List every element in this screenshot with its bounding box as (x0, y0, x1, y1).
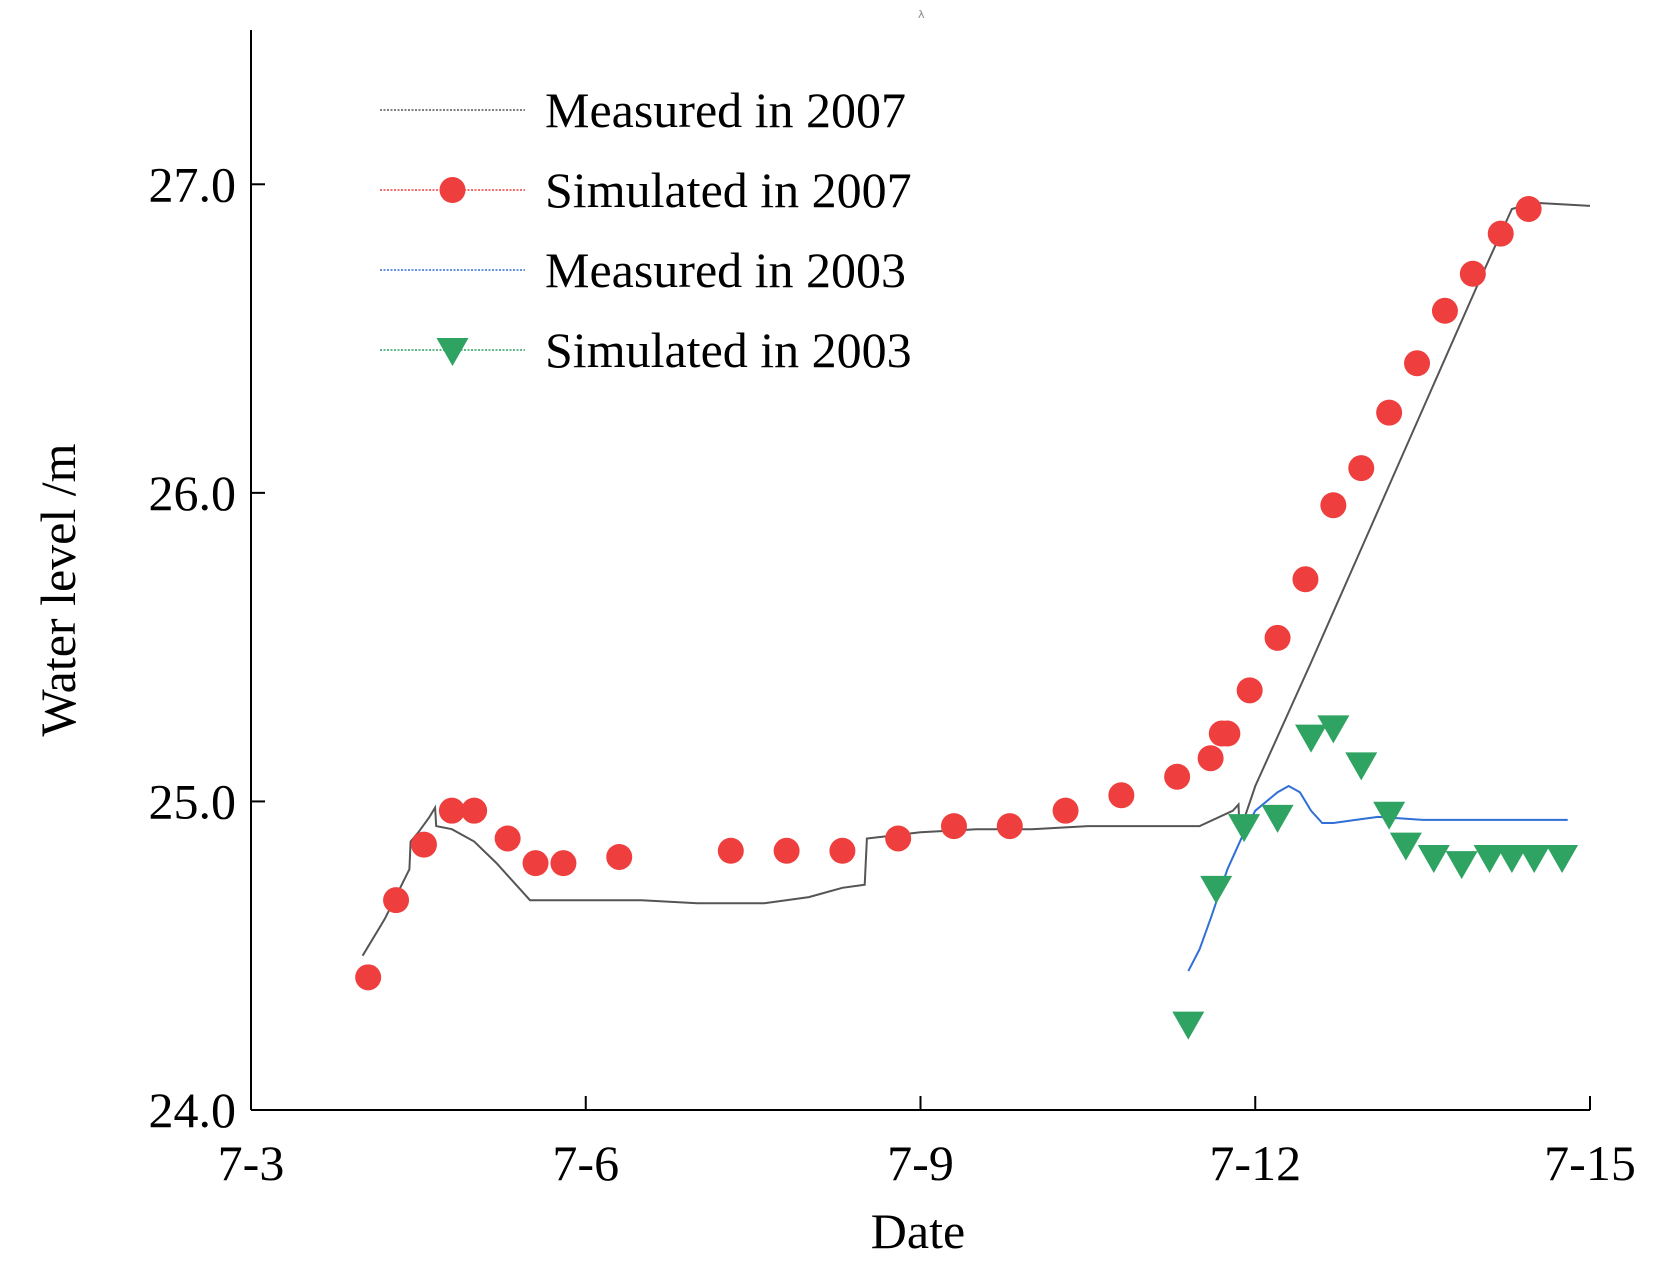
legend-swatch-marker (439, 177, 466, 203)
data-point (1373, 801, 1406, 830)
data-point (1487, 220, 1514, 247)
legend-label: Measured in 2007 (545, 82, 906, 138)
legend-item: Simulated in 2007 (380, 162, 912, 218)
legend-item: Measured in 2003 (380, 242, 906, 298)
data-point (1320, 492, 1347, 519)
data-point (885, 825, 912, 852)
data-point (1052, 797, 1079, 824)
data-point (1108, 782, 1135, 809)
data-point (829, 837, 856, 864)
data-point (550, 850, 577, 877)
data-point (1261, 804, 1294, 833)
data-point (1459, 260, 1486, 287)
series-0 (361, 201, 1591, 957)
y-tick-label: 26.0 (149, 465, 237, 521)
x-tick-label: 7-3 (218, 1135, 285, 1191)
data-point (996, 813, 1023, 840)
data-point (1515, 195, 1542, 222)
legend-swatch-marker (436, 338, 469, 366)
data-point (606, 843, 633, 870)
data-point (1495, 844, 1528, 873)
data-point (1546, 844, 1579, 873)
data-point (383, 887, 410, 914)
legend-label: Measured in 2003 (545, 242, 906, 298)
series-layer (355, 195, 1591, 1040)
data-point (1473, 844, 1506, 873)
data-point (410, 831, 437, 858)
x-tick-label: 7-9 (887, 1135, 954, 1191)
data-point (438, 797, 465, 824)
data-point (1389, 832, 1422, 861)
data-point (1292, 566, 1319, 593)
x-ticks: 7-3 7-6 7-9 7-12 7-15 (218, 1096, 1636, 1191)
series-3 (1172, 715, 1579, 1040)
data-point (1214, 720, 1241, 747)
data-point (717, 837, 744, 864)
data-point (1417, 844, 1450, 873)
data-point (940, 813, 967, 840)
data-point (494, 825, 521, 852)
data-point (1445, 851, 1478, 880)
data-point (1376, 399, 1403, 426)
legend-item: Measured in 2007 (380, 82, 906, 138)
data-point (355, 964, 382, 991)
data-point (1172, 1011, 1205, 1040)
x-tick-label: 7-15 (1544, 1135, 1636, 1191)
legend-item: Simulated in 2003 (380, 322, 912, 378)
series-1 (355, 195, 1542, 991)
data-point (1518, 844, 1551, 873)
legend-label: Simulated in 2007 (545, 162, 912, 218)
data-point (1348, 455, 1375, 482)
y-axis-title: Water level /m (30, 443, 86, 736)
y-tick-label: 24.0 (149, 1082, 237, 1138)
data-point (1317, 715, 1350, 744)
x-tick-label: 7-12 (1209, 1135, 1301, 1191)
y-ticks: 24.0 25.0 26.0 27.0 (149, 156, 265, 1138)
legend-label: Simulated in 2003 (545, 322, 912, 378)
data-point (773, 837, 800, 864)
stray-annotation: λ (918, 8, 925, 21)
x-axis-title: Date (871, 1203, 965, 1259)
y-tick-label: 25.0 (149, 773, 237, 829)
data-point (1431, 297, 1458, 324)
data-point (1264, 624, 1291, 651)
data-point (1236, 677, 1263, 704)
data-point (1164, 763, 1191, 790)
data-point (1228, 814, 1261, 843)
x-tick-label: 7-6 (552, 1135, 619, 1191)
data-point (522, 850, 549, 877)
data-point (1345, 752, 1378, 781)
series-line-0 (361, 201, 1591, 957)
data-point (1197, 745, 1224, 772)
data-point (1295, 724, 1328, 753)
data-point (461, 797, 488, 824)
legend: Measured in 2007 Simulated in 2007 Measure… (380, 82, 912, 378)
data-point (1404, 350, 1431, 377)
y-tick-label: 27.0 (149, 156, 237, 212)
data-point (1200, 875, 1233, 904)
